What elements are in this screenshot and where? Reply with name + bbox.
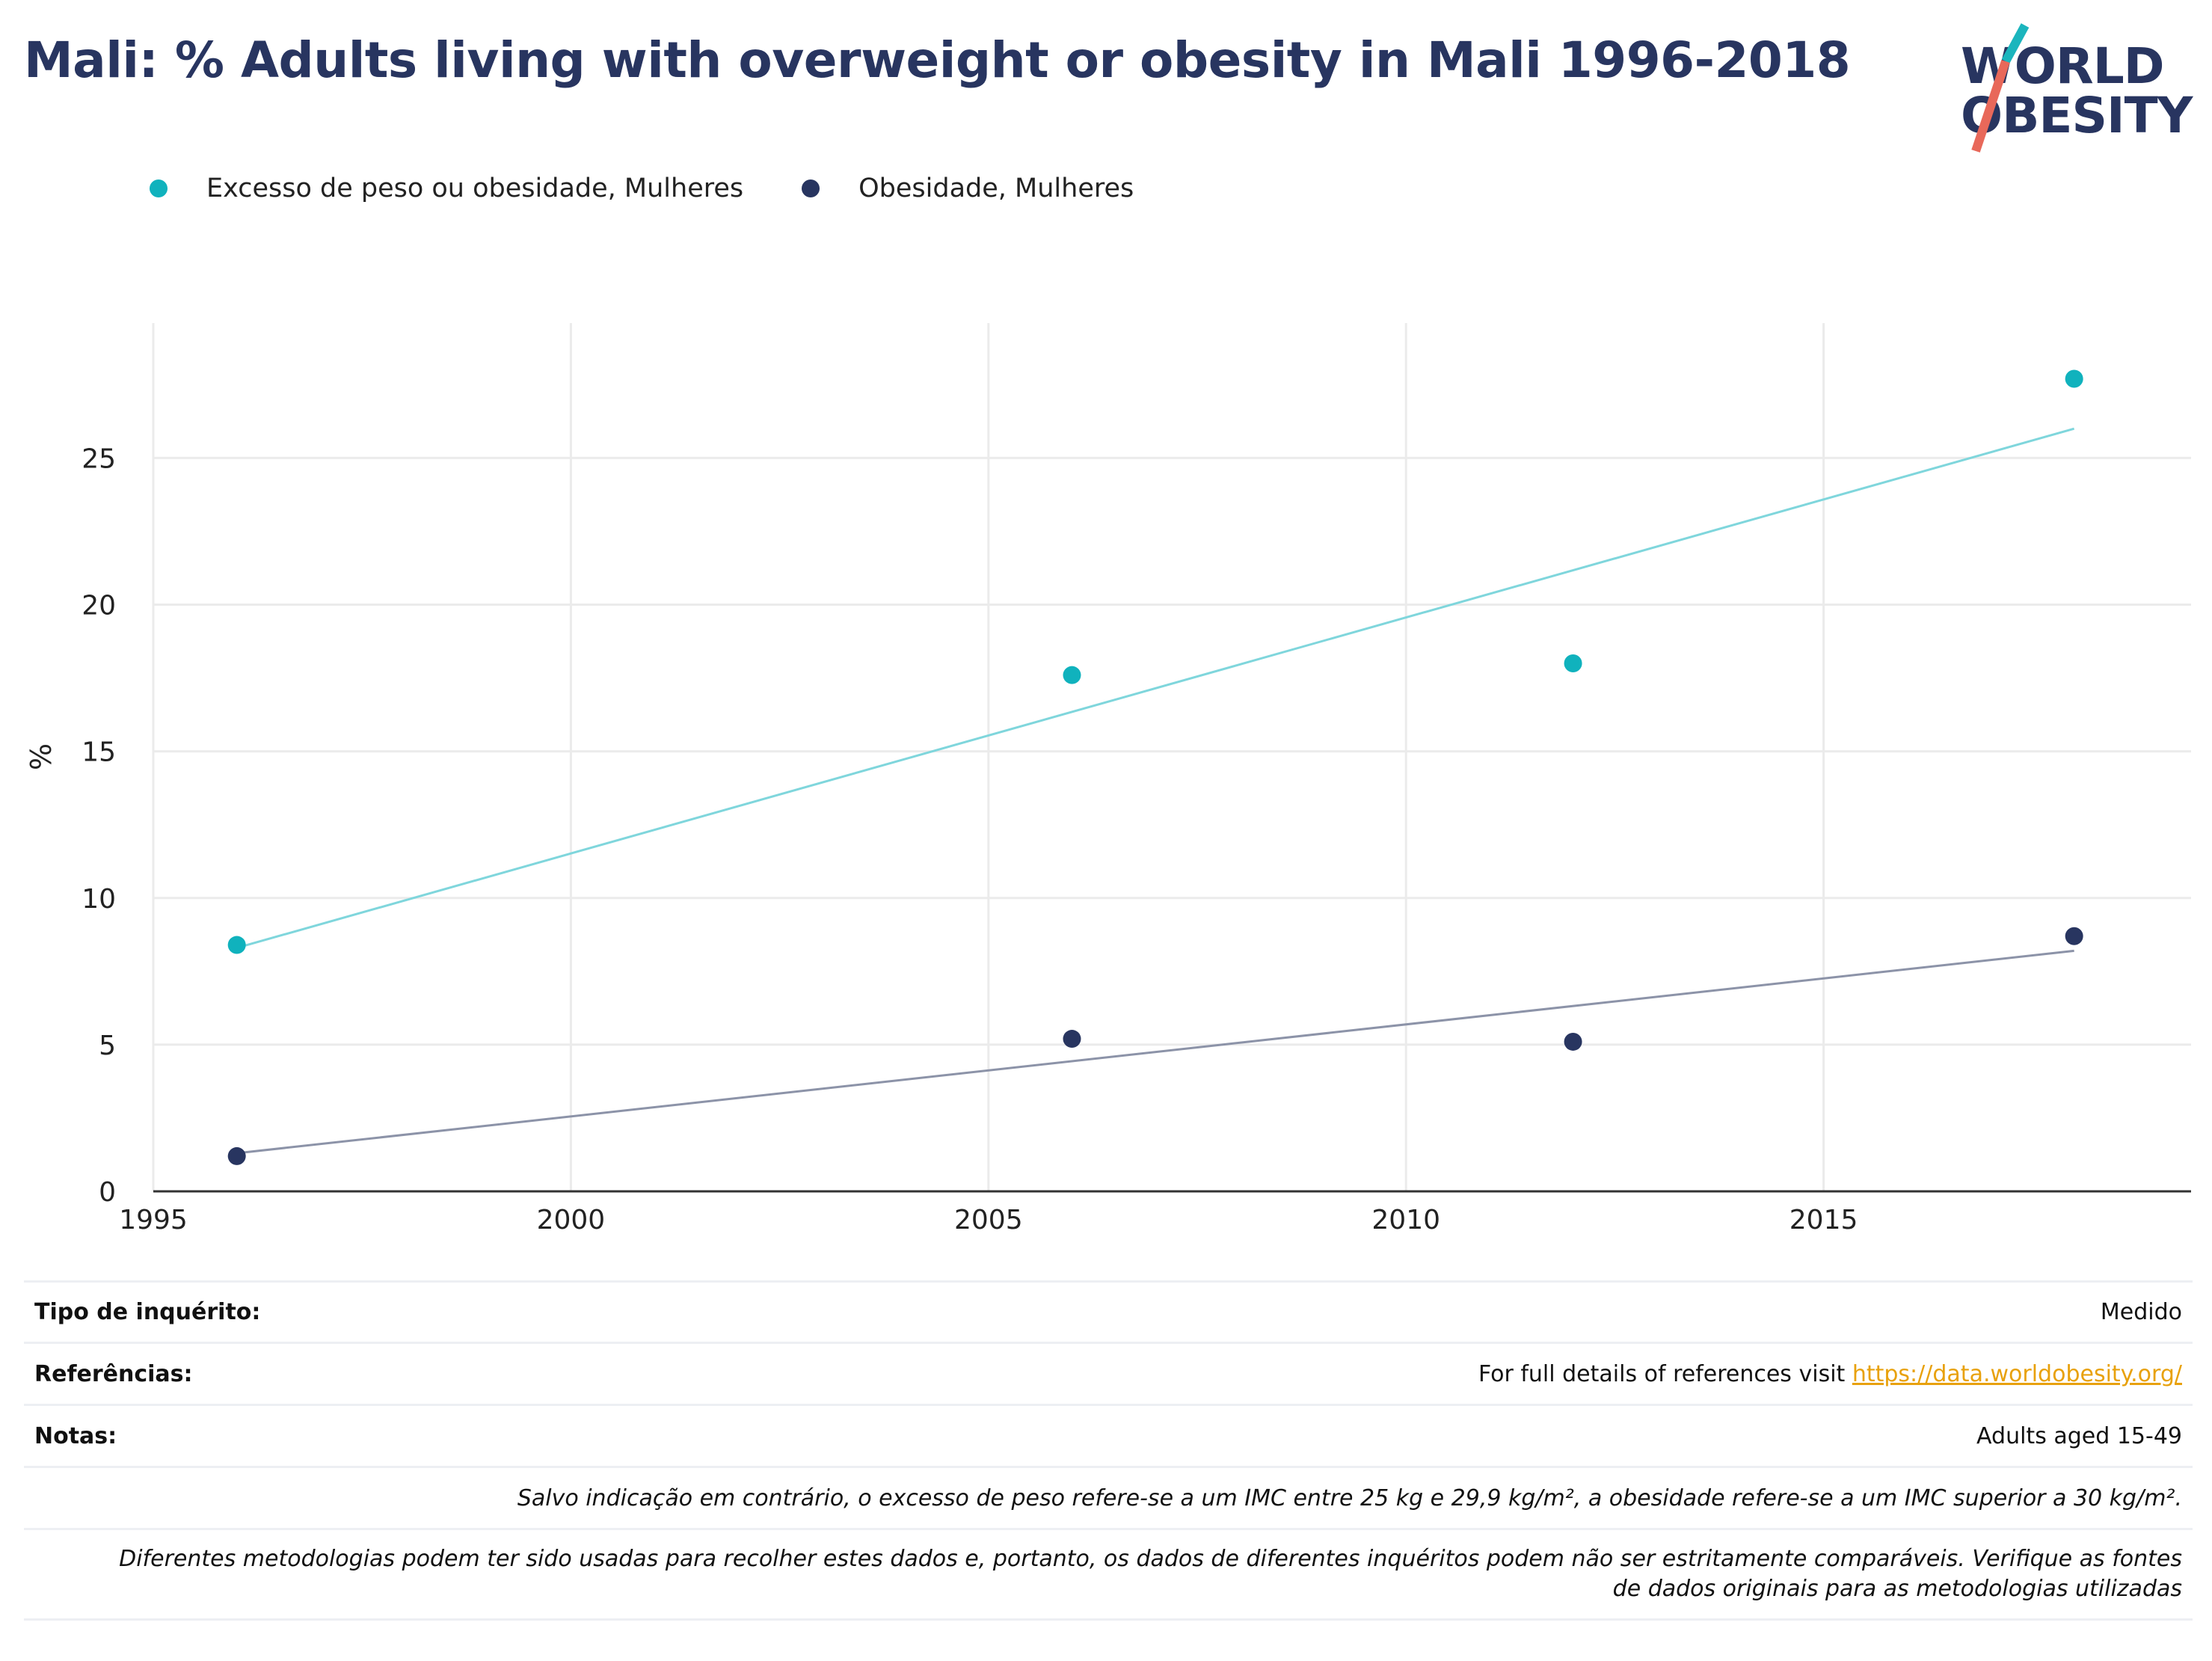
- trend-line-obesity: [236, 949, 2074, 1155]
- chart-axes: 0 5 10 15 20 25 1995 2000 2005 2010 2015: [82, 443, 2191, 1235]
- legend-label-obesity: Obesidade, Mulheres: [858, 174, 1134, 203]
- y-tick-label: 20: [82, 591, 116, 621]
- world-obesity-logo: WORLD OBESITY: [1944, 22, 2193, 157]
- x-tick-label: 2000: [537, 1205, 606, 1235]
- notes-label: Notas:: [34, 1422, 117, 1449]
- references-label: Referências:: [34, 1360, 193, 1387]
- methodology-note: Diferentes metodologias podem ter sido u…: [119, 1544, 2182, 1604]
- trend-lines: [236, 427, 2075, 1155]
- survey-type-label: Tipo de inquérito:: [34, 1299, 261, 1325]
- data-point-obesity: [1564, 1032, 1582, 1051]
- references-value: For full details of references visit htt…: [1478, 1361, 2182, 1387]
- chart-grid: [152, 323, 2191, 1191]
- survey-type-value: Medido: [2100, 1299, 2182, 1325]
- scatter-chart: 0 5 10 15 20 25 1995 2000 2005 2010 2015 %: [25, 323, 2191, 1235]
- x-tick-label: 2005: [954, 1205, 1023, 1235]
- data-point-obesity: [227, 1146, 246, 1165]
- info-row-survey-type: Tipo de inquérito: Medido: [24, 1280, 2193, 1342]
- logo-slash-icon: [1971, 23, 2030, 153]
- info-row-references: Referências: For full details of referen…: [24, 1342, 2193, 1404]
- notes-value: Adults aged 15-49: [1976, 1422, 2182, 1449]
- y-tick-label: 0: [99, 1177, 116, 1208]
- info-row-methodology-note: Diferentes metodologias podem ter sido u…: [24, 1528, 2193, 1621]
- y-axis-label: %: [25, 743, 58, 770]
- legend-marker-overweight: [150, 179, 168, 197]
- data-point-obesity: [2065, 927, 2083, 945]
- logo-text-obesity: OBESITY: [1961, 87, 2193, 144]
- y-tick-label: 25: [82, 443, 116, 474]
- x-tick-label: 2015: [1789, 1205, 1858, 1235]
- legend-label-overweight: Excesso de peso ou obesidade, Mulheres: [206, 174, 744, 203]
- x-tick-label: 1995: [119, 1205, 188, 1235]
- chart-legend: Excesso de peso ou obesidade, Mulheres O…: [150, 166, 1192, 211]
- references-link[interactable]: https://data.worldobesity.org/: [1852, 1360, 2182, 1387]
- data-point-overweight: [1063, 666, 1081, 684]
- data-points: [227, 369, 2083, 1165]
- bmi-note: Salvo indicação em contrário, o excesso …: [517, 1485, 2182, 1511]
- y-tick-label: 15: [82, 737, 116, 768]
- references-text: For full details of references visit: [1478, 1360, 1852, 1387]
- methodology-note-line2: de dados originais para as metodologias …: [1612, 1576, 2182, 1602]
- y-tick-label: 5: [99, 1031, 116, 1061]
- info-row-notes: Notas: Adults aged 15-49: [24, 1404, 2193, 1466]
- trend-line-overweight: [236, 427, 2075, 949]
- legend-item-obesity[interactable]: Obesidade, Mulheres: [802, 174, 1134, 203]
- legend-marker-obesity: [802, 179, 820, 197]
- data-point-overweight: [1564, 654, 1582, 672]
- data-point-overweight: [227, 936, 246, 954]
- methodology-note-line1: Diferentes metodologias podem ter sido u…: [119, 1546, 2182, 1572]
- chart-info-table: Tipo de inquérito: Medido Referências: F…: [24, 1280, 2193, 1621]
- chart-title: Mali: % Adults living with overweight or…: [24, 31, 1851, 89]
- info-row-bmi-note: Salvo indicação em contrário, o excesso …: [24, 1466, 2193, 1528]
- data-point-overweight: [2065, 369, 2083, 388]
- data-point-obesity: [1063, 1030, 1081, 1049]
- legend-item-overweight[interactable]: Excesso de peso ou obesidade, Mulheres: [150, 174, 743, 203]
- x-tick-label: 2010: [1371, 1205, 1440, 1235]
- y-tick-label: 10: [82, 884, 116, 915]
